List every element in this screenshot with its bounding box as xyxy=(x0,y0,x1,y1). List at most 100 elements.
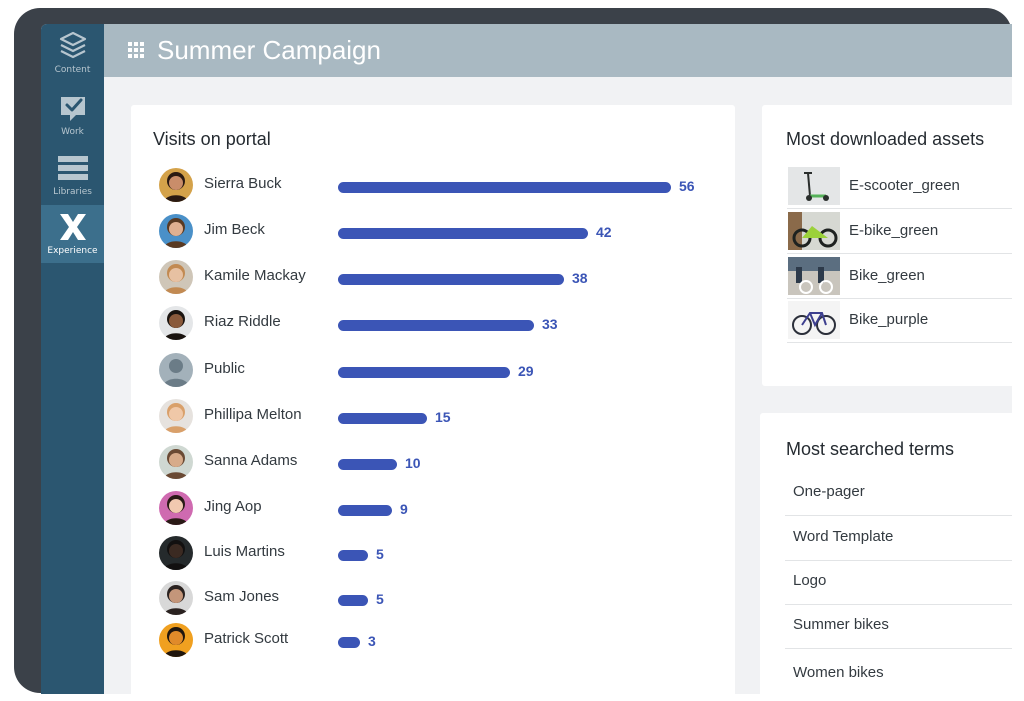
person-name: Sierra Buck xyxy=(204,175,282,192)
nav-item-content[interactable]: Content xyxy=(41,24,104,82)
person-name: Sam Jones xyxy=(204,588,280,605)
term-label: Word Template xyxy=(793,528,894,545)
term-row[interactable]: Women bikes xyxy=(785,652,1012,694)
avatar xyxy=(159,445,193,479)
visit-bar xyxy=(338,413,427,424)
assets-title: Most downloaded assets xyxy=(786,129,985,149)
asset-row-e-scooter[interactable]: E-scooter_green xyxy=(787,164,1012,209)
person-name: Riaz Riddle xyxy=(204,313,281,330)
visits-row: Kamile Mackay 38 xyxy=(131,257,691,297)
asset-thumbnail xyxy=(788,301,840,339)
person-name: Jing Aop xyxy=(204,498,262,515)
person-name: Sanna Adams xyxy=(204,452,298,469)
asset-thumbnail xyxy=(788,257,840,295)
visit-bar xyxy=(338,459,397,470)
avatar xyxy=(159,623,193,657)
x-logo-icon xyxy=(41,211,104,243)
nav-item-work[interactable]: Work xyxy=(41,86,104,144)
visits-row: Phillipa Melton 15 xyxy=(131,396,691,436)
term-label: Women bikes xyxy=(793,664,884,681)
asset-thumbnail xyxy=(788,212,840,250)
visit-bar xyxy=(338,320,534,331)
visits-row: Public 29 xyxy=(131,350,691,390)
term-label: Logo xyxy=(793,572,827,589)
visit-bar xyxy=(338,550,368,561)
asset-name: E-bike_green xyxy=(849,222,939,239)
device-frame: Content Work xyxy=(14,8,1012,694)
visits-row: Jim Beck 42 xyxy=(131,211,691,251)
term-row[interactable]: Logo xyxy=(785,560,1012,605)
term-row[interactable]: One-pager xyxy=(785,471,1012,516)
nav-label-work: Work xyxy=(61,127,84,137)
avatar xyxy=(159,306,193,340)
stack-icon xyxy=(41,152,104,184)
visit-bar xyxy=(338,367,510,378)
visits-row: Sam Jones 5 xyxy=(131,578,691,618)
visit-count: 10 xyxy=(405,455,421,471)
check-icon xyxy=(41,92,104,124)
visits-row: Sanna Adams 10 xyxy=(131,442,691,482)
visit-bar xyxy=(338,228,588,239)
visits-row: Patrick Scott 3 xyxy=(131,620,691,660)
avatar xyxy=(159,491,193,525)
avatar xyxy=(159,536,193,570)
person-name: Phillipa Melton xyxy=(204,406,302,423)
asset-name: E-scooter_green xyxy=(849,177,960,194)
person-name: Kamile Mackay xyxy=(204,267,306,284)
asset-row-bike-green[interactable]: Bike_green xyxy=(787,254,1012,299)
asset-row-e-bike[interactable]: E-bike_green xyxy=(787,209,1012,254)
visit-count: 38 xyxy=(572,270,588,286)
visit-bar xyxy=(338,182,671,193)
visit-count: 56 xyxy=(679,178,695,194)
term-row[interactable]: Word Template xyxy=(785,516,1012,561)
term-row[interactable]: Summer bikes xyxy=(785,604,1012,649)
nav-label-content: Content xyxy=(54,65,91,75)
visit-bar xyxy=(338,274,564,285)
visits-title: Visits on portal xyxy=(153,129,271,149)
nav-label-libraries: Libraries xyxy=(53,187,92,197)
person-name: Patrick Scott xyxy=(204,630,289,647)
avatar xyxy=(159,168,193,202)
avatar xyxy=(159,260,193,294)
visit-count: 3 xyxy=(368,633,376,649)
visit-bar xyxy=(338,595,368,606)
visit-count: 42 xyxy=(596,224,612,240)
term-label: One-pager xyxy=(793,483,865,500)
visits-card: Visits on portal Sierra Buck 56 Jim Beck 42… xyxy=(131,105,735,694)
term-label: Summer bikes xyxy=(793,616,889,633)
sidebar: Content Work xyxy=(41,24,104,694)
nav-item-experience[interactable]: Experience xyxy=(41,205,104,263)
nav-label-experience: Experience xyxy=(47,246,98,256)
assets-card: Most downloaded assets E-scooter_green xyxy=(762,105,1012,386)
asset-name: Bike_purple xyxy=(849,311,929,328)
avatar xyxy=(159,581,193,615)
avatar xyxy=(159,399,193,433)
visits-row: Luis Martins 5 xyxy=(131,533,691,573)
visit-bar xyxy=(338,637,360,648)
visits-row: Sierra Buck 56 xyxy=(131,165,695,205)
visit-count: 9 xyxy=(400,501,408,517)
avatar xyxy=(159,214,193,248)
terms-title: Most searched terms xyxy=(786,439,955,459)
visit-count: 5 xyxy=(376,546,384,562)
header: Summer Campaign xyxy=(104,24,1012,77)
public-user-icon xyxy=(159,353,193,387)
layers-icon xyxy=(41,30,104,62)
visit-count: 29 xyxy=(518,363,534,379)
apps-grid-icon[interactable] xyxy=(128,42,144,58)
visits-row: Riaz Riddle 33 xyxy=(131,303,691,343)
visits-row: Jing Aop 9 xyxy=(131,488,691,528)
page-title: Summer Campaign xyxy=(157,35,381,65)
nav-item-libraries[interactable]: Libraries xyxy=(41,146,104,204)
person-name: Public xyxy=(204,360,245,377)
asset-row-bike-purple[interactable]: Bike_purple xyxy=(787,298,1012,343)
visit-bar xyxy=(338,505,392,516)
app-screen: Content Work xyxy=(41,24,1012,694)
person-name: Luis Martins xyxy=(204,543,285,560)
visit-count: 33 xyxy=(542,316,558,332)
visit-count: 15 xyxy=(435,409,451,425)
terms-card: Most searched terms One-pager Word Templ… xyxy=(760,413,1012,694)
asset-thumbnail xyxy=(788,167,840,205)
person-name: Jim Beck xyxy=(204,221,265,238)
asset-name: Bike_green xyxy=(849,267,925,284)
